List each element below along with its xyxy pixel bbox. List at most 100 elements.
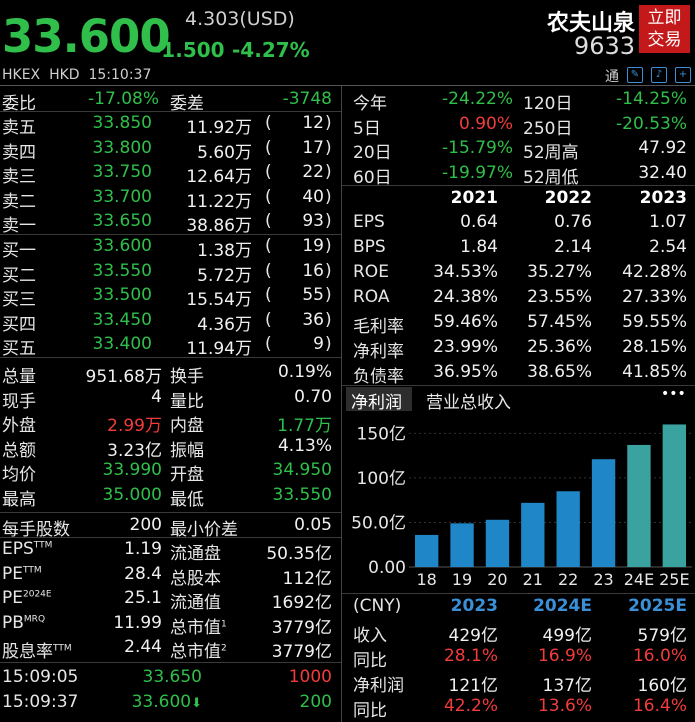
level-price: 33.750 (92, 162, 152, 183)
valuation-value: 2.44 (124, 637, 162, 658)
level-count-close: ) (325, 113, 332, 133)
level-count-close: ) (325, 285, 332, 306)
level-count-open: ( (265, 236, 272, 256)
tick-size-value: 0.05 (294, 515, 332, 535)
stat-label: 换手 (170, 367, 204, 387)
fin-value: 27.33% (622, 287, 687, 307)
valuation-label: PBMRQ (2, 613, 45, 633)
level-price: 33.400 (92, 334, 152, 355)
x-tick-label: 25E (659, 570, 689, 589)
stat-value: 33.550 (272, 485, 332, 505)
level-count-open: ( (265, 137, 272, 158)
forecast-value: 13.6% (537, 696, 592, 716)
tick-size-label: 最小价差 (170, 520, 238, 540)
level-count: 36 (302, 309, 324, 330)
level-count-open: ( (265, 211, 272, 232)
stat-value: 0.70 (294, 386, 332, 407)
level-count-open: ( (265, 186, 272, 207)
perf-label: 52周低 (523, 167, 579, 188)
valuation-value: 1.19 (124, 539, 162, 559)
lot-size-value: 200 (129, 515, 162, 535)
bar (591, 459, 616, 567)
level-price: 33.600 (92, 236, 152, 256)
perf-label: 120日 (523, 94, 573, 114)
more-icon[interactable]: ••• (661, 386, 686, 402)
level-price: 33.700 (92, 186, 152, 207)
stat-label: 现手 (2, 391, 36, 412)
forecast-year-header: 2023 (450, 596, 498, 616)
level-price: 33.800 (92, 137, 152, 158)
level-label: 买五 (2, 339, 36, 360)
tab-net-profit-label: 净利润 (351, 393, 402, 413)
fin-value: 1.07 (649, 212, 687, 232)
tick-price: 33.650 (143, 667, 202, 687)
fin-value: 42.28% (622, 262, 687, 282)
perf-value: -15.79% (442, 138, 513, 159)
fin-row-label: EPS (353, 212, 385, 232)
bar (627, 444, 651, 567)
fin-value: 36.95% (433, 362, 498, 382)
tick-time: 15:09:05 (2, 667, 79, 687)
fin-row-label: ROE (353, 262, 389, 282)
fin-value: 0.64 (460, 212, 498, 232)
fin-value: 23.99% (433, 337, 498, 357)
stat-label: 均价 (2, 465, 36, 486)
level-volume: 11.22万 (186, 191, 252, 212)
level-count-open: ( (265, 113, 272, 133)
level-label: 买三 (2, 290, 36, 311)
stat-value: 34.950 (272, 460, 332, 481)
fin-row-label: 毛利率 (353, 317, 404, 337)
perf-label: 今年 (353, 94, 387, 114)
valuation-value: 3779亿 (271, 642, 332, 663)
valuation-label-text: 总市值 (170, 642, 221, 663)
valuation-label: 总市值1 (170, 613, 227, 638)
last-price: 33.600 (2, 10, 171, 63)
level-count: 12 (302, 113, 324, 133)
stat-label: 量比 (170, 391, 204, 412)
tick-price-value: 33.600 (131, 692, 192, 712)
level-count-close: ) (325, 211, 332, 232)
valuation-value: 1692亿 (271, 593, 332, 614)
tick-price: 33.600⬇ (132, 692, 202, 712)
level-count-close: ) (325, 309, 332, 330)
stat-value: 2.99万 (107, 416, 162, 437)
trade-now-button[interactable]: 立即 交易 (639, 5, 690, 53)
fin-value: 34.53% (433, 262, 498, 282)
edit-icon[interactable]: ✎ (627, 67, 643, 83)
forecast-row-label: 同比 (353, 651, 387, 671)
level-count: 9 (313, 334, 324, 355)
valuation-label: EPSTTM (2, 539, 52, 559)
down-arrow-icon: ⬇ (191, 696, 202, 711)
valuation-label-suffix: 2024E (23, 589, 52, 600)
level-count: 16 (302, 260, 324, 281)
tab-revenue[interactable]: 营业总收入 (426, 393, 511, 413)
fin-value: 24.38% (433, 287, 498, 307)
fin-value: 2.14 (554, 237, 592, 257)
lot-size-label: 每手股数 (2, 520, 70, 540)
alert-bell-icon[interactable]: ♪ (651, 67, 667, 83)
add-icon[interactable]: + (675, 67, 691, 83)
y-tick-label: 0.00 (368, 558, 406, 578)
toolbar-label: 通 (605, 69, 619, 85)
bar (415, 534, 439, 567)
level-label: 卖一 (2, 216, 36, 237)
fin-value: 0.76 (554, 212, 592, 232)
forecast-year-header: 2024E (533, 596, 592, 616)
currency-code: HKD (49, 67, 80, 83)
trade-button-line1: 立即 (647, 8, 682, 28)
perf-label: 250日 (523, 118, 573, 139)
x-tick-label: 22 (558, 570, 578, 589)
forecast-row-label: 净利润 (353, 676, 404, 696)
level-count-close: ) (325, 236, 332, 256)
fin-value: 1.84 (460, 237, 498, 257)
level-count-close: ) (325, 334, 332, 355)
price-change-pct: -4.27% (232, 38, 310, 62)
tick-price-value: 33.650 (142, 667, 202, 687)
fin-year-header: 2022 (544, 188, 592, 208)
valuation-label-suffix: TTM (33, 540, 53, 551)
bar (450, 523, 474, 567)
level-count-open: ( (265, 309, 272, 330)
forecast-value: 42.2% (443, 696, 498, 716)
valuation-label-suffix: MRQ (23, 614, 46, 625)
tab-net-profit[interactable]: 净利润 (346, 387, 412, 413)
